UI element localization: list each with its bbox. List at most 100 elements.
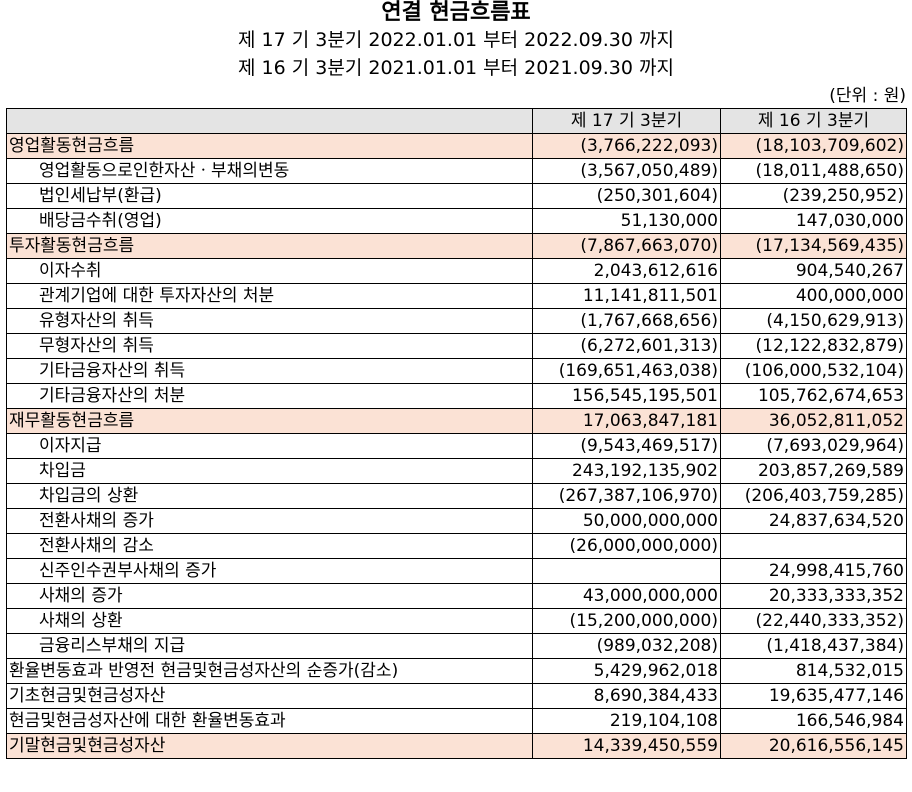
- prior-period-value: 400,000,000: [720, 283, 907, 309]
- current-period-value: 156,545,195,501: [532, 383, 721, 409]
- prior-period-value: (18,011,488,650): [720, 158, 907, 184]
- prior-period-value: 20,333,333,352: [720, 583, 907, 609]
- table-row: 법인세납부(환급) (250,301,604) (239,250,952): [6, 183, 907, 209]
- row-label: 재무활동현금흐름: [6, 408, 533, 434]
- prior-period-value: 105,762,674,653: [720, 383, 907, 409]
- table-row: 기말현금및현금성자산 14,339,450,559 20,616,556,145: [6, 733, 907, 759]
- table-row: 재무활동현금흐름 17,063,847,181 36,052,811,052: [6, 408, 907, 434]
- table-header-row: 제 17 기 3분기 제 16 기 3분기: [6, 108, 907, 134]
- table-row: 무형자산의 취득 (6,272,601,313) (12,122,832,879): [6, 333, 907, 359]
- current-period-value: (3,567,050,489): [532, 158, 721, 184]
- prior-period-value: (206,403,759,285): [720, 483, 907, 509]
- current-period-value: (15,200,000,000): [532, 608, 721, 634]
- table-row: 사채의 증가 43,000,000,000 20,333,333,352: [6, 583, 907, 609]
- row-label: 이자수취: [6, 258, 533, 284]
- statement-title: 연결 현금흐름표: [381, 0, 531, 25]
- table-row: 환율변동효과 반영전 현금및현금성자산의 순증가(감소) 5,429,962,01…: [6, 658, 907, 684]
- table-row: 이자수취 2,043,612,616 904,540,267: [6, 258, 907, 284]
- table-row: 차입금 243,192,135,902 203,857,269,589: [6, 458, 907, 484]
- prior-period-value: (17,134,569,435): [720, 233, 907, 259]
- table-row: 금융리스부채의 지급 (989,032,208) (1,418,437,384): [6, 633, 907, 659]
- row-label: 기타금융자산의 처분: [6, 383, 533, 409]
- current-period-value: 17,063,847,181: [532, 408, 721, 434]
- row-label: 무형자산의 취득: [6, 333, 533, 359]
- current-period-value: (250,301,604): [532, 183, 721, 209]
- row-label: 전환사채의 감소: [6, 533, 533, 559]
- row-label: 투자활동현금흐름: [6, 233, 533, 259]
- table-row: 영업활동현금흐름 (3,766,222,093) (18,103,709,602): [6, 133, 907, 159]
- period-prior: 제 16 기 3분기 2021.01.01 부터 2021.09.30 까지: [238, 57, 674, 79]
- current-period-value: (989,032,208): [532, 633, 721, 659]
- current-period-value: 51,130,000: [532, 208, 721, 234]
- row-label: 차입금의 상환: [6, 483, 533, 509]
- row-label: 영업활동현금흐름: [6, 133, 533, 159]
- row-label: 사채의 상환: [6, 608, 533, 634]
- prior-period-value: (7,693,029,964): [720, 433, 907, 459]
- table-row: 배당금수취(영업) 51,130,000 147,030,000: [6, 208, 907, 234]
- current-period-value: (7,867,663,070): [532, 233, 721, 259]
- row-label: 관계기업에 대한 투자자산의 처분: [6, 283, 533, 309]
- table-row: 전환사채의 감소 (26,000,000,000): [6, 533, 907, 559]
- prior-period-value: 24,998,415,760: [720, 558, 907, 584]
- row-label: 사채의 증가: [6, 583, 533, 609]
- prior-period-value: 203,857,269,589: [720, 458, 907, 484]
- row-label: 금융리스부채의 지급: [6, 633, 533, 659]
- prior-period-value: (22,440,333,352): [720, 608, 907, 634]
- row-label: 기타금융자산의 취득: [6, 358, 533, 384]
- prior-period-value: 147,030,000: [720, 208, 907, 234]
- prior-period-value: (239,250,952): [720, 183, 907, 209]
- current-period-value: (9,543,469,517): [532, 433, 721, 459]
- current-period-value: (267,387,106,970): [532, 483, 721, 509]
- current-period-value: 5,429,962,018: [532, 658, 721, 684]
- prior-period-value: 24,837,634,520: [720, 508, 907, 534]
- current-period-value: (6,272,601,313): [532, 333, 721, 359]
- row-label: 현금및현금성자산에 대한 환율변동효과: [6, 708, 533, 734]
- prior-period-value: (12,122,832,879): [720, 333, 907, 359]
- row-label: 전환사채의 증가: [6, 508, 533, 534]
- table-row: 전환사채의 증가 50,000,000,000 24,837,634,520: [6, 508, 907, 534]
- row-label: 기말현금및현금성자산: [6, 733, 533, 759]
- prior-period-value: (1,418,437,384): [720, 633, 907, 659]
- prior-period-value: [720, 533, 907, 559]
- row-label: 유형자산의 취득: [6, 308, 533, 334]
- table-row: 투자활동현금흐름 (7,867,663,070) (17,134,569,435): [6, 233, 907, 259]
- table-row: 이자지급 (9,543,469,517) (7,693,029,964): [6, 433, 907, 459]
- table-row: 사채의 상환 (15,200,000,000) (22,440,333,352): [6, 608, 907, 634]
- current-period-value: 14,339,450,559: [532, 733, 721, 759]
- period-current: 제 17 기 3분기 2022.01.01 부터 2022.09.30 까지: [238, 29, 674, 51]
- prior-period-value: (18,103,709,602): [720, 133, 907, 159]
- row-label: 기초현금및현금성자산: [6, 683, 533, 709]
- current-period-value: (26,000,000,000): [532, 533, 721, 559]
- current-period-value: 219,104,108: [532, 708, 721, 734]
- table-row: 차입금의 상환 (267,387,106,970) (206,403,759,285…: [6, 483, 907, 509]
- current-period-value: (169,651,463,038): [532, 358, 721, 384]
- current-period-value: 8,690,384,433: [532, 683, 721, 709]
- prior-period-value: 904,540,267: [720, 258, 907, 284]
- row-label: 신주인수권부사채의 증가: [6, 558, 533, 584]
- current-period-value: 43,000,000,000: [532, 583, 721, 609]
- table-row: 신주인수권부사채의 증가 24,998,415,760: [6, 558, 907, 584]
- prior-period-value: 19,635,477,146: [720, 683, 907, 709]
- current-period-value: 2,043,612,616: [532, 258, 721, 284]
- table-row: 유형자산의 취득 (1,767,668,656) (4,150,629,913): [6, 308, 907, 334]
- header-current-period: 제 17 기 3분기: [532, 108, 721, 134]
- header-prior-period: 제 16 기 3분기: [720, 108, 907, 134]
- table-row: 영업활동으로인한자산ㆍ부채의변동 (3,567,050,489) (18,011,4…: [6, 158, 907, 184]
- unit-label: (단위 : 원): [829, 86, 906, 106]
- row-label: 차입금: [6, 458, 533, 484]
- prior-period-value: 166,546,984: [720, 708, 907, 734]
- cash-flow-table: 제 17 기 3분기 제 16 기 3분기 영업활동현금흐름 (3,766,222…: [6, 108, 907, 759]
- current-period-value: [532, 558, 721, 584]
- row-label: 배당금수취(영업): [6, 208, 533, 234]
- row-label: 법인세납부(환급): [6, 183, 533, 209]
- table-row: 기타금융자산의 처분 156,545,195,501 105,762,674,653: [6, 383, 907, 409]
- table-row: 기타금융자산의 취득 (169,651,463,038) (106,000,532,…: [6, 358, 907, 384]
- current-period-value: 11,141,811,501: [532, 283, 721, 309]
- row-label: 영업활동으로인한자산ㆍ부채의변동: [6, 158, 533, 184]
- table-row: 관계기업에 대한 투자자산의 처분 11,141,811,501 400,000,0…: [6, 283, 907, 309]
- prior-period-value: (4,150,629,913): [720, 308, 907, 334]
- prior-period-value: 20,616,556,145: [720, 733, 907, 759]
- header-blank: [6, 108, 533, 134]
- prior-period-value: 36,052,811,052: [720, 408, 907, 434]
- prior-period-value: (106,000,532,104): [720, 358, 907, 384]
